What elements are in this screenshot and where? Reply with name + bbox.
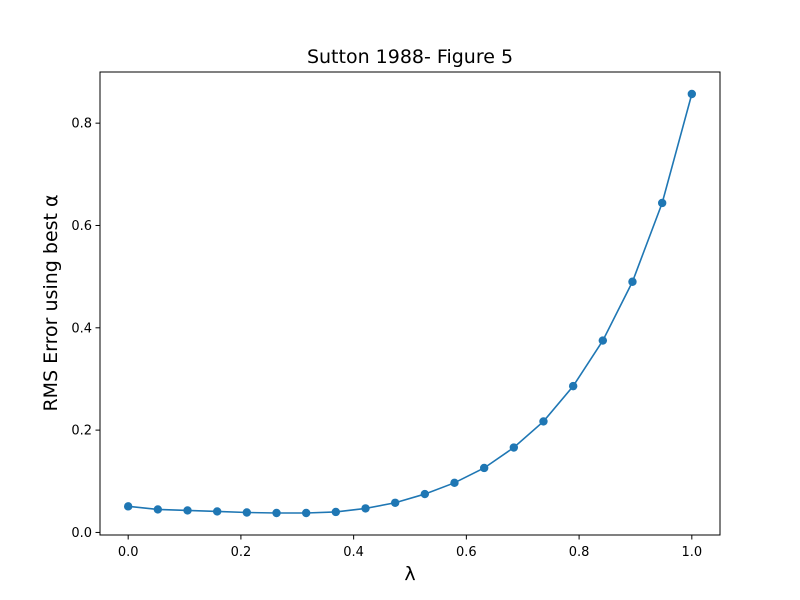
y-axis-label: RMS Error using best α xyxy=(40,194,62,411)
data-point xyxy=(361,504,370,513)
y-tick-label: 0.6 xyxy=(71,219,92,234)
data-point xyxy=(657,198,667,208)
data-point xyxy=(628,277,637,286)
data-point xyxy=(123,502,133,511)
plot-area: 0.0 0.2 0.4 0.6 0.8 1.0 0.0 0.2 0.4 0.6 0.8 xyxy=(71,89,702,560)
x-tick-label: 0.6 xyxy=(456,545,477,560)
series-line xyxy=(128,93,693,514)
data-point xyxy=(687,89,697,99)
y-tick-label: 0.8 xyxy=(71,117,92,132)
x-tick-label: 0.8 xyxy=(569,545,590,560)
y-tick-label: 0.2 xyxy=(71,424,92,439)
data-point xyxy=(509,443,519,452)
data-point xyxy=(242,508,252,517)
x-tick-label: 0.0 xyxy=(118,545,139,560)
x-axis-label: λ xyxy=(404,563,415,585)
data-point xyxy=(479,463,489,473)
data-point xyxy=(331,507,341,517)
data-point xyxy=(301,508,311,518)
chart-title: Sutton 1988- Figure 5 xyxy=(307,46,513,68)
data-point xyxy=(212,507,222,516)
y-tick-label: 0.4 xyxy=(71,321,92,336)
axes-frame xyxy=(99,71,721,536)
data-point xyxy=(183,506,192,515)
x-tick-label: 1.0 xyxy=(681,545,702,560)
x-tick-label: 0.2 xyxy=(231,545,252,560)
data-point xyxy=(568,381,578,391)
data-point xyxy=(420,489,430,499)
data-point xyxy=(539,417,548,426)
data-point xyxy=(390,498,400,507)
data-point xyxy=(450,478,459,488)
data-point xyxy=(272,508,281,518)
x-tick-label: 0.4 xyxy=(343,545,364,560)
data-point xyxy=(153,505,163,514)
y-tick-label: 0.0 xyxy=(71,526,92,541)
data-point xyxy=(598,336,608,345)
